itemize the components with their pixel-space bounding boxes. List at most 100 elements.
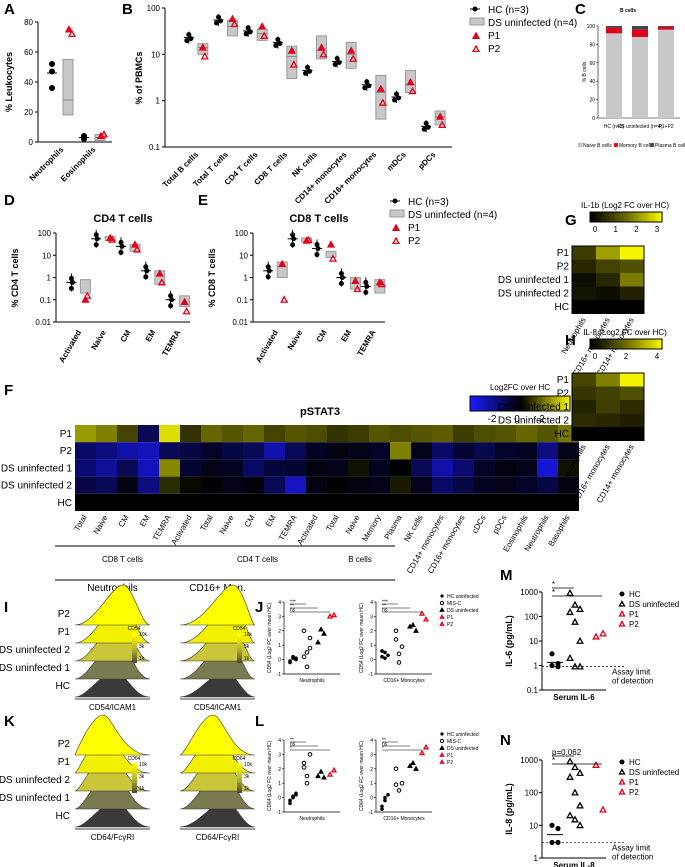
m-legend-marker [618,620,626,627]
c-ytick-label: 80 [589,42,595,48]
h-colorbar-segment [626,339,629,349]
h-row-label: P2 [557,389,570,400]
c-legend-swatch [613,142,619,148]
h-colorbar-segment [657,339,661,349]
g-colorbar-segment [621,212,625,222]
n-ytick-label: 100 [525,789,539,798]
g-heat-cell [572,273,596,287]
n-ytick-label: 1000 [520,756,538,765]
m-ds-point [571,617,579,625]
k-xlabel: CD64/FcγRI [91,833,135,842]
g-title: IL-1b (Log2 FC over HC) [581,201,669,210]
f-heat-cell [348,442,369,460]
b-p2-point [200,52,209,60]
f-heat-cell [411,476,432,494]
l-legend-marker [439,752,445,757]
k-scale-segment [132,765,137,769]
f-heat-cell [222,493,243,511]
h-row-label: P1 [557,375,570,386]
i-scale-title: CD54 [233,626,246,632]
f-colorbar-segment [507,396,511,411]
f-heat-cell [264,493,285,511]
f-heat-cell [474,425,495,443]
g-colorbar-segment [635,212,639,222]
f-heat-cell [285,476,306,494]
l-p2-point [330,766,338,773]
g-heat-cell [620,273,644,287]
h-colorbar-segment [604,339,608,349]
l-sig-label: ns [290,742,296,748]
f-heat-cell [201,493,222,511]
g-heat-cell [596,273,620,287]
h-colorbar-segment [614,339,617,349]
m-p2-point [599,629,607,637]
h-colorbar-segment [606,339,610,349]
g-heat-cell [596,259,620,273]
k-scale-segment [237,785,242,789]
d-p1-point [130,240,140,248]
f-heat-cell [369,459,390,477]
f-colorbar-segment [555,396,558,411]
f-colorbar-segment [515,396,518,411]
c-bar-1 [632,29,648,38]
k-scale-segment [237,768,242,771]
b-p2-point [319,49,328,58]
f-col-label: Basophils [547,514,572,549]
h-colorbar-segment [640,339,644,349]
j-legend-marker [439,621,445,626]
f-colorbar-segment [522,396,526,411]
k-scale-segment [237,775,242,779]
i-scale-segment [237,653,242,656]
j-ytick-label: -1 [277,672,282,678]
f-title: pSTAT3 [300,406,340,418]
f-colorbar-segment [470,396,473,411]
h-colorbar-segment [618,339,622,349]
b-legend-hc-label: HC (n=3) [488,5,529,16]
g-colorbar-tick: 3 [655,225,660,234]
b-legend-ds-marker [469,17,485,26]
e-legend-p2-label: P2 [408,236,421,247]
f-heat-cell [285,459,306,477]
b-p2-point [230,19,239,28]
f-colorbar-segment [475,396,478,411]
j-p1-point [326,613,334,619]
h-heat-cell [596,413,620,427]
j-misc-point [396,651,402,657]
f-colorbar-segment [540,396,543,411]
l-misc-point [396,788,402,793]
g-colorbar-segment [592,212,596,222]
a-ylabel: % Leukocytes [4,52,14,112]
l-sig-label: ** [382,738,386,744]
j-hc-point [386,653,390,658]
b-legend-p2-label: P2 [488,44,501,55]
n-ds-point [576,768,584,776]
f-colorbar-segment [502,396,506,411]
b-p1-point [406,77,415,86]
f-heat-cell [327,476,348,494]
h-heat-cell [596,400,620,414]
e-ytick-label: 10 [239,251,248,260]
g-colorbar-segment [609,212,613,222]
i-title: Neutrophils [87,583,138,594]
f-heat-cell [201,459,222,477]
e-ytick-label: 0.1 [237,296,249,305]
f-heat-cell [348,459,369,477]
k-scale-tick: 1k [139,786,145,792]
h-heat-cell [620,400,644,414]
a-hc-point [49,61,55,67]
k-row-label: DS uninfected 1 [0,793,70,804]
m-detection-label: Assay limit [612,668,651,677]
h-heat-cell [620,427,644,441]
f-heat-cell [285,493,306,511]
n-legend-marker [618,788,626,795]
j-ytick-label: 0 [370,658,373,664]
l-ytick-label: 4 [370,738,373,744]
i-scale-segment [132,653,137,656]
i-scale-segment [132,648,137,651]
k-row-label: P1 [58,757,71,768]
f-heat-cell [390,442,411,460]
j-misc-point [304,664,310,670]
j-p2-point [422,615,430,622]
f-heat-cell [474,493,495,511]
panel-label-C: C [575,1,586,18]
